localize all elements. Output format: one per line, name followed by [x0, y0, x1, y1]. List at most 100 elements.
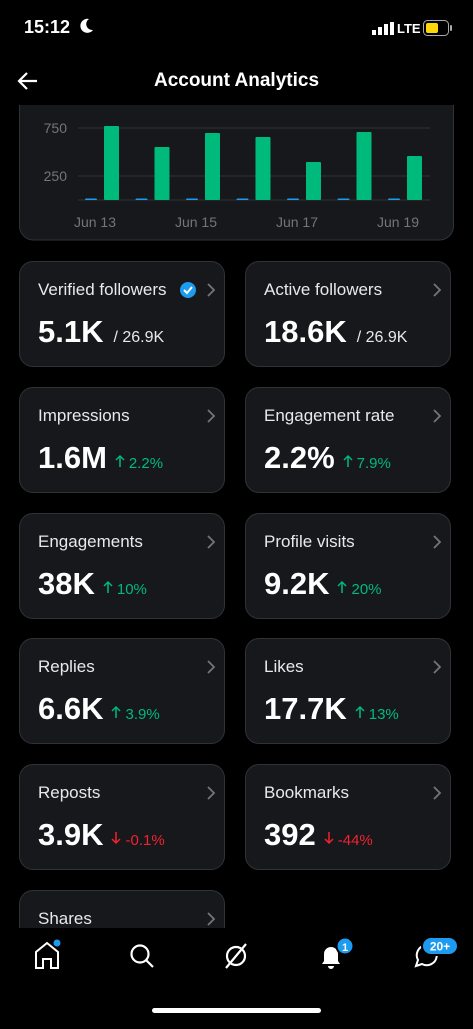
message-badge: 20+ — [430, 940, 450, 954]
bar — [186, 198, 198, 201]
change-value: 20% — [351, 580, 382, 598]
trend-arrow — [343, 454, 353, 467]
trend-arrow — [115, 454, 125, 467]
metric-change: 2.2% — [115, 454, 163, 472]
notifications-tab[interactable] — [322, 947, 340, 969]
verified-badge-bg — [180, 282, 196, 298]
nav-icons: 1 20+ — [35, 936, 459, 1013]
metric-change: -44% — [324, 831, 373, 849]
bottom-nav: 1 20+ — [0, 928, 473, 1024]
chevron — [207, 534, 216, 549]
trend-arrow-path — [337, 580, 348, 593]
chevron — [433, 409, 442, 423]
trend-arrow — [103, 580, 113, 593]
change-value: 2.2% — [128, 454, 164, 472]
change-value: -44% — [337, 832, 373, 850]
metric-card[interactable]: Likes 17.7K 13% — [245, 638, 451, 745]
value-row: 1.6M 2.2% — [38, 440, 163, 476]
verified-badge — [180, 282, 196, 298]
bar — [104, 125, 119, 200]
metric-change: 3.9% — [111, 705, 160, 724]
metric-card[interactable]: Engagements 38K 10% — [19, 512, 225, 619]
chevron — [207, 409, 216, 423]
trend-arrow — [337, 580, 348, 593]
signal-icon — [372, 22, 394, 35]
chevron-path — [433, 660, 442, 675]
chart: 250 750 Jun 13 Jun 15 Jun 17 Jun 19 — [19, 59, 454, 241]
change-value: 3.9% — [125, 706, 160, 724]
metric-card[interactable]: Bookmarks 392 -44% — [245, 764, 451, 871]
trend-arrow — [355, 706, 365, 719]
notification-badge-bg — [335, 936, 355, 956]
home-tab[interactable] — [35, 941, 59, 969]
trend-arrow-path — [103, 580, 113, 593]
bar — [205, 132, 220, 200]
x-tick-label: Jun 13 — [74, 214, 116, 230]
bar — [154, 147, 170, 200]
metric-value: 3.9K — [38, 817, 104, 853]
search-tab[interactable] — [130, 944, 154, 968]
bar — [388, 198, 400, 201]
bar — [407, 156, 422, 200]
x-tick-label: Jun 17 — [276, 214, 318, 230]
metric-label: Impressions — [38, 405, 130, 425]
metric-value: 2.2% — [264, 439, 335, 475]
metric-change: 7.9% — [343, 454, 391, 472]
chevron-path — [207, 534, 216, 549]
back-button[interactable] — [16, 70, 40, 92]
x-tick-label: Jun 15 — [175, 214, 217, 230]
trend-arrow-path — [115, 454, 125, 467]
chevron-path — [207, 283, 216, 297]
chevron — [433, 283, 442, 297]
top-bar: 15:12 LTE Account Analytics — [0, 0, 473, 105]
value-row: 18.6K / 26.9K — [264, 314, 407, 350]
value-row: 9.2K 20% — [264, 566, 382, 602]
chevron — [207, 283, 216, 297]
value-row: 392 -44% — [264, 817, 373, 853]
metric-card[interactable]: Impressions 1.6M 2.2% — [19, 386, 225, 493]
metric-card[interactable]: Engagement rate 2.2% 7.9% — [245, 386, 451, 493]
metric-card[interactable]: Active followers 18.6K / 26.9K — [245, 261, 451, 367]
value-row: 2.2% 7.9% — [264, 440, 391, 476]
change-value: 13% — [368, 706, 399, 724]
chevron — [433, 660, 442, 675]
metric-card[interactable]: Reposts 3.9K -0.1% — [19, 764, 225, 871]
network: LTE — [397, 21, 421, 36]
chevron — [433, 786, 442, 800]
metric-value: 9.2K — [264, 565, 330, 601]
y-tick-label: 250 — [44, 168, 68, 184]
time: 15:12 — [24, 17, 71, 37]
chevron-path — [207, 786, 216, 800]
value-row: 3.9K -0.1% — [38, 817, 165, 853]
metric-change: 20% — [337, 580, 382, 598]
trend-arrow — [111, 706, 122, 719]
metric-label: Reposts — [38, 783, 101, 803]
notification-badge: 1 — [342, 942, 348, 954]
change-value: -0.1% — [125, 832, 165, 850]
metric-label: Engagement rate — [264, 405, 395, 425]
page-title: Account Analytics — [153, 70, 320, 91]
metric-value: 38K — [38, 565, 95, 601]
bar — [287, 198, 299, 201]
metric-total: / 26.9K — [356, 329, 408, 346]
metric-card[interactable]: Profile visits 9.2K 20% — [245, 512, 451, 619]
chevron — [433, 534, 442, 549]
metric-change: 13% — [355, 705, 399, 723]
metric-value: 18.6K — [264, 314, 347, 349]
value-row: 17.7K 13% — [264, 691, 399, 727]
metric-total: / 26.9K — [113, 329, 165, 346]
change-value: 10% — [116, 580, 147, 598]
grok-tab[interactable] — [225, 943, 247, 969]
battery-icon — [423, 20, 452, 36]
trend-arrow — [111, 832, 122, 845]
metric-card[interactable]: Replies 6.6K 3.9% — [19, 638, 225, 745]
trend-arrow-path — [111, 706, 122, 719]
chevron-path — [433, 786, 442, 800]
metric-card[interactable]: Verified followers 5.1K / 26.9K — [19, 261, 225, 367]
trend-arrow — [324, 832, 334, 845]
bar — [356, 132, 372, 200]
trend-arrow-path — [343, 454, 353, 467]
value-row: 38K 10% — [38, 566, 147, 602]
value-row: 5.1K / 26.9K — [38, 314, 164, 350]
y-tick-label: 750 — [44, 120, 68, 136]
